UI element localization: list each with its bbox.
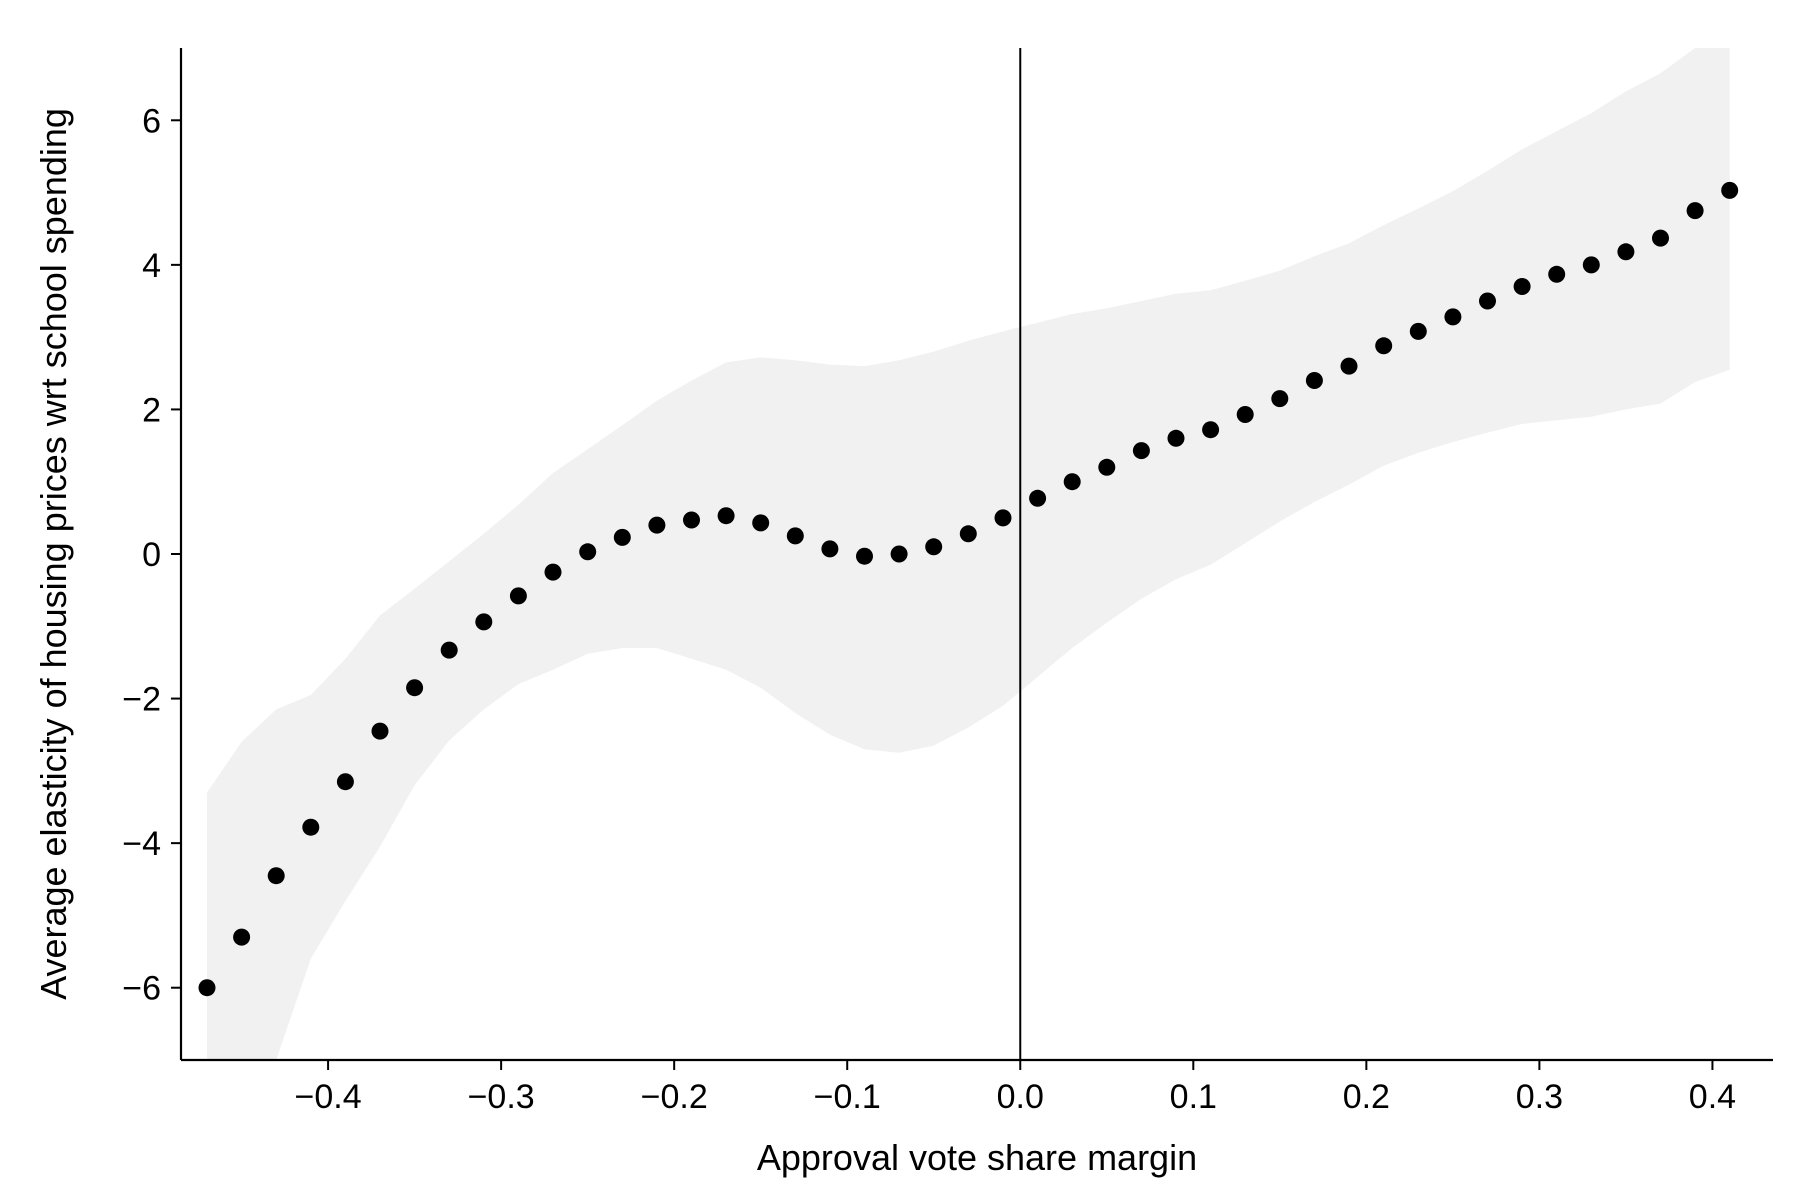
x-tick-label: 0.4: [1689, 1078, 1736, 1116]
data-point: [198, 979, 216, 997]
data-point: [1029, 489, 1047, 507]
x-tick-label: −0.3: [468, 1078, 535, 1116]
data-point: [1548, 265, 1566, 283]
data-point: [1721, 181, 1739, 199]
data-point: [613, 528, 631, 546]
x-axis-title: Approval vote share margin: [757, 1137, 1197, 1178]
y-tick-label: 6: [142, 102, 161, 140]
data-point: [371, 722, 389, 740]
x-tick-label: 0.1: [1170, 1078, 1217, 1116]
x-tick-label: 0.2: [1343, 1078, 1390, 1116]
data-point: [336, 773, 354, 791]
data-point: [406, 679, 424, 697]
data-point: [648, 516, 666, 534]
x-tick-label: −0.4: [295, 1078, 362, 1116]
data-point: [1271, 390, 1289, 408]
data-point: [1513, 278, 1531, 295]
data-point: [1582, 256, 1600, 274]
data-point: [959, 525, 977, 543]
x-tick-label: −0.1: [814, 1078, 881, 1116]
x-tick-label: 0.3: [1516, 1078, 1563, 1116]
data-point: [890, 545, 908, 563]
y-tick-label: 2: [142, 391, 161, 429]
data-point: [233, 928, 251, 946]
x-tick-label: −0.2: [641, 1078, 708, 1116]
data-point: [925, 538, 943, 556]
data-point: [475, 613, 493, 631]
data-point: [1167, 429, 1185, 447]
data-point: [683, 511, 700, 529]
data-point: [994, 509, 1012, 527]
data-point: [544, 563, 562, 581]
data-point: [1652, 229, 1669, 247]
data-point: [1063, 473, 1081, 491]
data-point: [717, 507, 735, 525]
data-point: [1479, 292, 1496, 310]
data-point: [579, 543, 597, 561]
data-point: [1617, 243, 1635, 261]
data-point: [267, 867, 285, 885]
data-point: [1444, 308, 1462, 326]
y-axis-ticks: −6 −4 −2 0 2 4 6: [122, 102, 181, 1008]
data-point: [1375, 337, 1393, 355]
y-tick-label: 0: [142, 536, 161, 574]
data-point: [509, 587, 527, 605]
data-point: [856, 547, 873, 565]
y-tick-label: −4: [122, 825, 161, 863]
data-point: [1305, 372, 1323, 389]
x-axis-ticks: −0.4 −0.3 −0.2 −0.1 0.0 0.1 0.2 0.3 0.4: [295, 1060, 1736, 1116]
data-point: [1340, 357, 1358, 375]
data-point: [1409, 322, 1427, 340]
data-point: [302, 818, 320, 836]
data-point: [752, 514, 770, 532]
data-point: [786, 527, 804, 545]
data-point: [821, 540, 839, 558]
y-tick-label: 4: [142, 247, 161, 285]
data-point: [1132, 442, 1150, 460]
data-points: [198, 181, 1739, 997]
confidence-band: [207, 48, 1730, 1060]
data-point: [1236, 406, 1254, 423]
data-point: [440, 641, 458, 659]
y-tick-label: −6: [122, 970, 161, 1008]
data-point: [1098, 458, 1116, 476]
y-axis-title: Average elasticity of housing prices wrt…: [33, 108, 74, 1000]
x-tick-label: 0.0: [997, 1078, 1044, 1116]
y-tick-label: −2: [122, 681, 161, 719]
data-point: [1686, 202, 1704, 220]
data-point: [1202, 421, 1220, 439]
